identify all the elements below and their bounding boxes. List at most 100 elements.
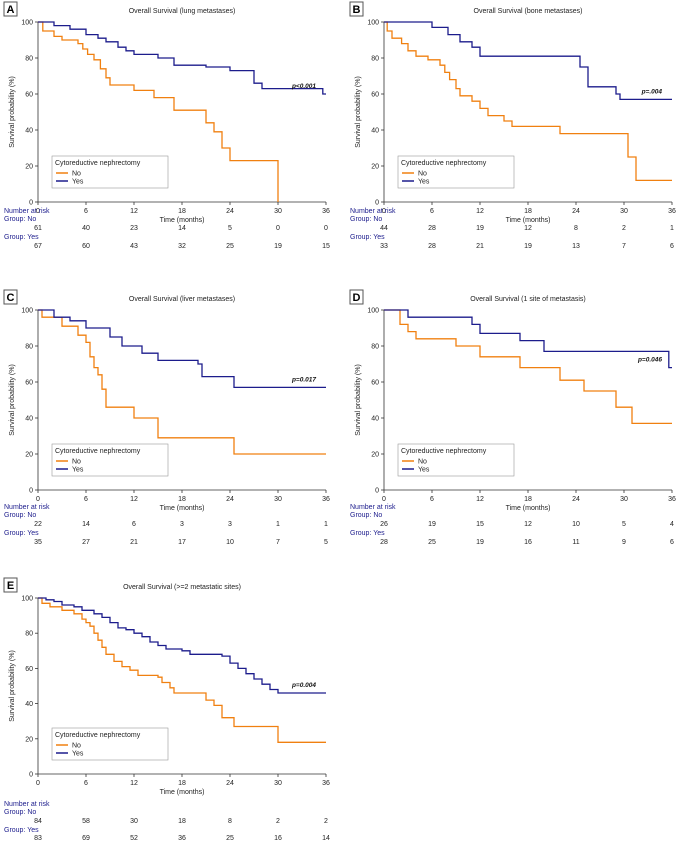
y-tick-label: 60 [371,92,379,99]
risk-value-no: 84 [34,818,42,825]
x-tick-label: 24 [572,208,580,215]
x-tick-label: 12 [476,208,484,215]
km-curve-no [384,309,672,425]
panel-d: D Overall Survival (1 site of metastasis)… [349,289,676,546]
risk-value-yes: 13 [572,243,580,250]
panel-letter-box [3,1,18,17]
risk-table-title: Number at risk [4,208,50,215]
x-tick-label: 18 [178,780,186,787]
legend-entry-yes: Yes [72,179,84,186]
y-tick-label: 100 [367,308,379,315]
p-value: p=0.004 [291,682,316,689]
risk-value-no: 23 [130,225,138,232]
x-tick-label: 0 [36,208,40,215]
panel-b: B Overall Survival (bone metastases)02040… [349,1,676,250]
y-tick-label: 20 [25,164,33,171]
km-curve-yes [38,21,326,95]
km-curve-no [38,21,279,202]
y-axis-label: Survival probability (%) [9,76,16,148]
y-tick-label: 60 [25,92,33,99]
x-tick-label: 6 [430,496,434,503]
y-tick-label: 20 [25,452,33,459]
risk-value-yes: 7 [622,243,626,250]
y-tick-label: 80 [25,56,33,63]
x-tick-label: 6 [84,780,88,787]
risk-value-no: 30 [130,818,138,825]
x-tick-label: 30 [274,496,282,503]
y-axis-label: Survival probability (%) [355,364,362,436]
x-tick-label: 18 [524,496,532,503]
risk-group-label-yes: Group: Yes [4,827,39,834]
legend-box [397,155,515,189]
x-tick-label: 0 [36,780,40,787]
risk-value-yes: 25 [428,539,436,546]
y-axis-label: Survival probability (%) [355,76,362,148]
risk-group-label-yes: Group: Yes [4,530,39,537]
x-tick-label: 6 [84,496,88,503]
risk-value-yes: 32 [178,243,186,250]
risk-value-no: 18 [178,818,186,825]
y-tick-label: 60 [25,666,33,673]
risk-group-label-yes: Group: Yes [350,234,385,241]
risk-value-yes: 28 [428,243,436,250]
x-tick-label: 12 [476,496,484,503]
risk-value-no: 0 [276,225,280,232]
risk-group-label-yes: Group: Yes [350,530,385,537]
risk-value-yes: 67 [34,243,42,250]
risk-value-yes: 52 [130,835,138,842]
x-tick-label: 0 [36,496,40,503]
risk-value-yes: 10 [226,539,234,546]
risk-value-no: 5 [228,225,232,232]
km-curve-yes [38,309,326,389]
risk-value-no: 19 [428,521,436,528]
y-tick-label: 40 [25,416,33,423]
risk-value-no: 5 [622,521,626,528]
risk-value-yes: 83 [34,835,42,842]
x-tick-label: 18 [178,208,186,215]
legend-box [51,443,169,477]
legend-title: Cytoreductive nephrectomy [401,448,487,455]
risk-value-yes: 35 [34,539,42,546]
risk-table-title: Number at risk [4,801,50,808]
risk-value-yes: 5 [324,539,328,546]
x-tick-label: 0 [382,496,386,503]
y-tick-label: 40 [25,128,33,135]
km-curve-yes [38,597,326,694]
panel-letter: A [7,4,15,16]
x-tick-label: 30 [620,496,628,503]
risk-value-no: 8 [574,225,578,232]
x-tick-label: 24 [572,496,580,503]
p-value: p=.004 [641,88,663,95]
risk-group-label-no: Group: No [4,216,36,223]
risk-value-yes: 7 [276,539,280,546]
risk-value-no: 61 [34,225,42,232]
y-tick-label: 20 [371,164,379,171]
risk-value-no: 19 [476,225,484,232]
y-tick-label: 100 [21,308,33,315]
risk-group-label-yes: Group: Yes [4,234,39,241]
risk-value-no: 3 [228,521,232,528]
risk-value-yes: 17 [178,539,186,546]
y-tick-label: 40 [25,701,33,708]
panel-letter: B [353,4,361,16]
risk-value-no: 1 [324,521,328,528]
risk-group-label-no: Group: No [350,512,382,519]
panel-letter: D [353,292,361,304]
risk-value-no: 4 [670,521,674,528]
x-tick-label: 36 [668,496,676,503]
y-axis-label: Survival probability (%) [9,650,16,722]
risk-value-yes: 25 [226,243,234,250]
y-tick-label: 40 [371,128,379,135]
risk-value-yes: 14 [322,835,330,842]
risk-value-no: 6 [132,521,136,528]
x-tick-label: 36 [668,208,676,215]
risk-value-yes: 28 [380,539,388,546]
x-axis-label: Time (months) [160,505,205,512]
risk-value-no: 28 [428,225,436,232]
y-axis-label: Survival probability (%) [9,364,16,436]
risk-value-yes: 16 [524,539,532,546]
x-tick-label: 6 [84,208,88,215]
x-tick-label: 36 [322,208,330,215]
y-tick-label: 0 [375,488,379,495]
